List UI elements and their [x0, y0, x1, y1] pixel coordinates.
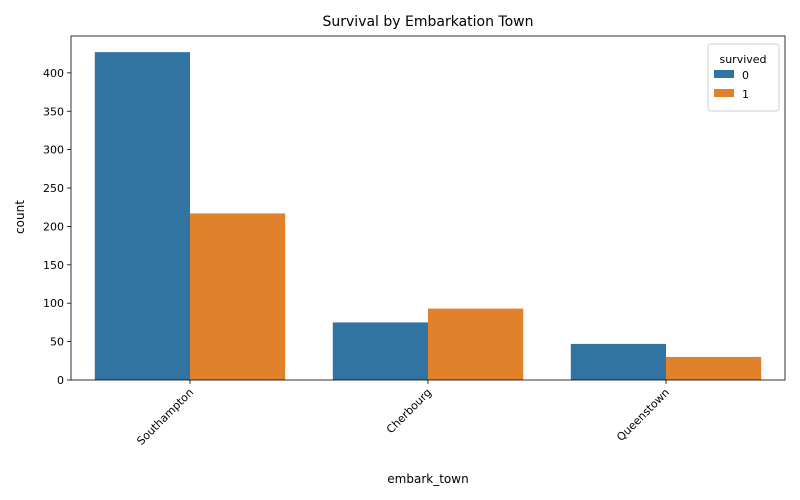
legend-title: survived	[719, 53, 766, 66]
y-tick-label: 400	[43, 67, 64, 80]
bar-queenstown-survived-0	[570, 343, 666, 380]
bar-cherbourg-survived-0	[332, 322, 428, 380]
bar-southampton-survived-0	[94, 52, 190, 380]
bar-southampton-survived-1	[190, 213, 286, 380]
y-tick-label: 150	[43, 259, 64, 272]
x-tick-label-cherbourg: Cherbourg	[384, 386, 434, 436]
y-tick-label: 100	[43, 297, 64, 310]
y-tick-label: 350	[43, 105, 64, 118]
legend-label-1: 1	[742, 88, 749, 101]
legend: survived 0 1	[707, 43, 780, 112]
plot-frame	[70, 35, 786, 381]
y-tick-label: 300	[43, 144, 64, 157]
bar-cherbourg-survived-1	[428, 308, 524, 380]
x-tick-label-southampton: Southampton	[134, 386, 196, 448]
y-axis-label: count	[13, 200, 27, 234]
legend-swatch-0	[714, 70, 734, 78]
y-tick-label: 200	[43, 220, 64, 233]
legend-swatch-1	[714, 89, 734, 97]
chart-title: Survival by Embarkation Town	[323, 14, 534, 30]
bar-queenstown-survived-1	[666, 356, 762, 380]
x-tick-label-queenstown: Queenstown	[614, 386, 672, 444]
legend-label-0: 0	[742, 69, 749, 82]
y-tick-label: 0	[57, 374, 64, 387]
x-axis-label: embark_town	[387, 472, 468, 486]
y-tick-label: 250	[43, 182, 64, 195]
y-tick-label: 50	[50, 336, 64, 349]
